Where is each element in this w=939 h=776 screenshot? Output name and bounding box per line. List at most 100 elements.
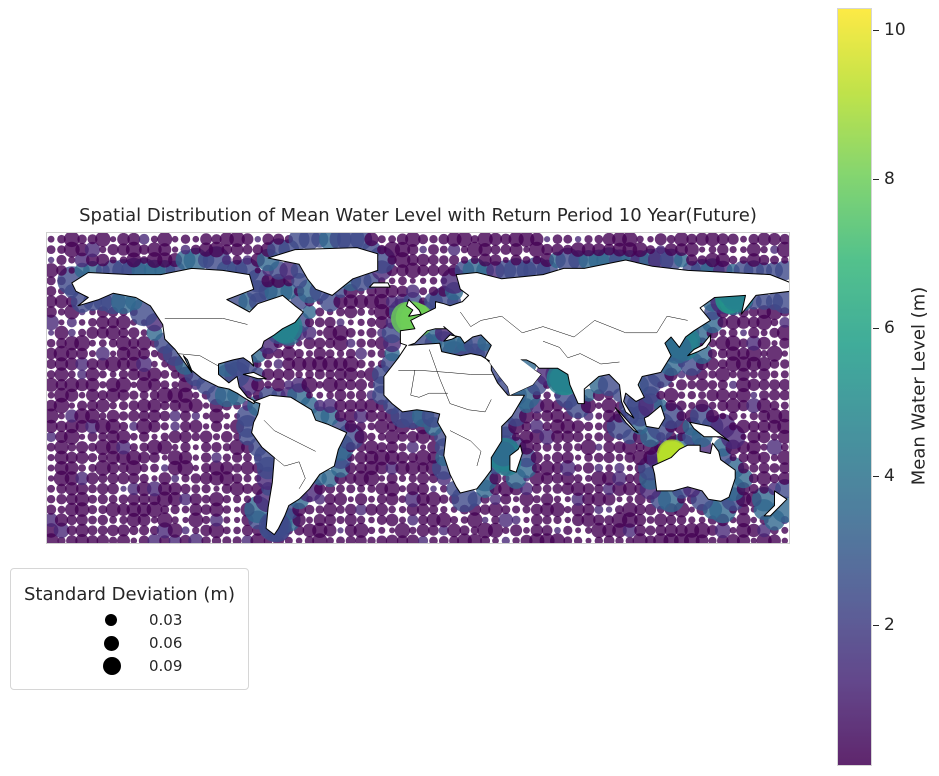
water-level-marker bbox=[75, 523, 89, 537]
water-level-marker bbox=[150, 516, 159, 524]
water-level-marker bbox=[726, 534, 740, 543]
water-level-marker bbox=[500, 493, 512, 505]
water-level-marker bbox=[396, 451, 409, 464]
water-level-marker bbox=[105, 325, 121, 341]
water-level-marker bbox=[109, 401, 117, 410]
legend-marker bbox=[103, 657, 121, 675]
water-level-marker bbox=[776, 241, 789, 258]
water-level-marker bbox=[47, 391, 55, 399]
water-level-marker bbox=[376, 515, 387, 525]
water-level-marker bbox=[603, 243, 615, 256]
water-level-marker bbox=[766, 439, 783, 456]
water-level-marker bbox=[530, 503, 543, 516]
water-level-marker bbox=[439, 255, 449, 265]
water-level-marker bbox=[181, 526, 190, 535]
water-level-marker bbox=[677, 391, 686, 399]
water-level-marker bbox=[736, 367, 751, 381]
water-level-marker bbox=[85, 367, 100, 382]
world-map bbox=[47, 233, 789, 543]
water-level-marker bbox=[769, 379, 780, 391]
country-border bbox=[177, 353, 219, 367]
water-level-marker bbox=[501, 536, 510, 543]
water-level-marker bbox=[200, 504, 212, 515]
water-level-marker bbox=[54, 357, 69, 371]
water-level-marker bbox=[356, 338, 366, 348]
water-level-marker bbox=[211, 536, 222, 543]
water-level-marker bbox=[178, 398, 193, 413]
water-level-marker bbox=[725, 315, 741, 330]
water-level-marker bbox=[750, 537, 757, 543]
water-level-marker bbox=[355, 503, 367, 516]
water-level-marker bbox=[708, 370, 717, 379]
water-level-marker bbox=[728, 328, 738, 338]
water-level-marker bbox=[770, 255, 779, 265]
water-level-marker bbox=[770, 433, 779, 441]
water-level-marker bbox=[200, 472, 213, 485]
water-level-marker bbox=[334, 410, 347, 422]
water-level-marker bbox=[99, 246, 107, 254]
water-level-marker bbox=[749, 411, 758, 421]
water-level-marker bbox=[343, 294, 358, 309]
water-level-marker bbox=[389, 527, 396, 534]
water-level-marker bbox=[746, 398, 762, 414]
water-level-marker bbox=[428, 286, 439, 296]
water-level-marker bbox=[368, 495, 375, 503]
water-level-marker bbox=[252, 244, 263, 255]
water-level-marker bbox=[151, 433, 158, 440]
water-level-marker bbox=[87, 525, 98, 536]
water-level-marker bbox=[242, 244, 253, 255]
water-level-marker bbox=[234, 516, 241, 524]
water-level-marker bbox=[602, 471, 617, 486]
water-level-marker bbox=[489, 493, 502, 505]
water-level-marker bbox=[635, 442, 645, 452]
water-level-marker bbox=[747, 430, 761, 444]
water-level-marker bbox=[127, 233, 141, 246]
water-level-marker bbox=[632, 533, 648, 543]
water-level-marker bbox=[646, 516, 655, 524]
water-level-marker bbox=[264, 360, 273, 368]
water-level-marker bbox=[612, 242, 627, 257]
water-level-marker bbox=[708, 245, 717, 254]
water-level-marker bbox=[729, 246, 737, 254]
water-level-marker bbox=[57, 505, 66, 514]
water-level-marker bbox=[626, 464, 633, 472]
water-level-marker bbox=[58, 319, 65, 326]
water-level-marker bbox=[291, 356, 307, 372]
water-level-marker bbox=[254, 267, 261, 274]
water-level-marker bbox=[398, 495, 407, 504]
water-level-marker bbox=[314, 317, 325, 328]
water-level-marker bbox=[695, 233, 709, 246]
water-level-marker bbox=[500, 233, 512, 245]
water-level-marker bbox=[645, 535, 656, 543]
water-level-marker bbox=[126, 512, 141, 528]
water-level-marker bbox=[541, 243, 553, 256]
water-level-marker bbox=[108, 338, 118, 348]
water-level-marker bbox=[273, 348, 284, 359]
water-level-marker bbox=[74, 252, 90, 268]
water-level-marker bbox=[109, 256, 117, 264]
water-level-marker bbox=[746, 242, 761, 257]
water-level-marker bbox=[108, 494, 118, 504]
water-level-marker bbox=[760, 245, 768, 254]
water-level-marker bbox=[541, 410, 553, 422]
map-title: Spatial Distribution of Mean Water Level… bbox=[79, 205, 757, 226]
water-level-marker bbox=[550, 419, 565, 434]
landmass-new-guinea bbox=[689, 421, 730, 442]
water-level-marker bbox=[781, 537, 788, 543]
water-level-marker bbox=[664, 243, 678, 256]
water-level-marker bbox=[737, 399, 750, 412]
water-level-marker bbox=[192, 235, 200, 243]
water-level-marker bbox=[541, 472, 554, 485]
water-level-marker bbox=[98, 339, 107, 348]
water-level-marker bbox=[467, 533, 482, 543]
water-level-marker bbox=[632, 450, 648, 466]
country-border bbox=[274, 457, 306, 489]
water-level-marker bbox=[128, 327, 140, 339]
water-level-marker bbox=[562, 442, 573, 453]
water-level-marker bbox=[47, 513, 59, 527]
water-level-marker bbox=[385, 284, 399, 298]
water-level-marker bbox=[54, 387, 69, 403]
water-level-marker bbox=[582, 388, 595, 402]
water-level-marker bbox=[776, 324, 789, 341]
water-level-marker bbox=[404, 491, 421, 508]
